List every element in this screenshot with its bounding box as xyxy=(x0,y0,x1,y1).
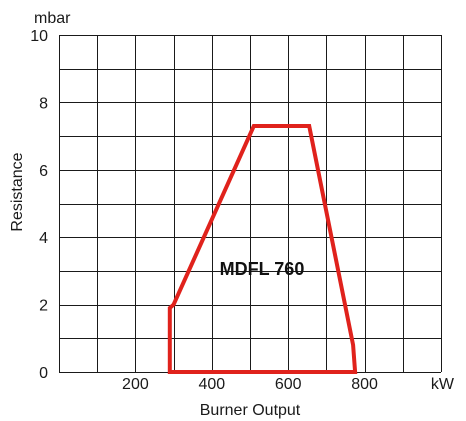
grid xyxy=(59,35,442,373)
x-tick-label: 800 xyxy=(351,376,378,393)
y-tick-label: 0 xyxy=(39,365,48,382)
model-annotation: MDFL 760 xyxy=(220,259,305,279)
y-tick-label: 6 xyxy=(39,163,48,180)
x-unit-label: kW xyxy=(431,376,455,393)
y-tick-label: 2 xyxy=(39,298,48,315)
x-tick-label: 600 xyxy=(275,376,302,393)
y-tick-label: 8 xyxy=(39,95,48,112)
x-tick-label: 200 xyxy=(122,376,149,393)
x-axis-title: Burner Output xyxy=(200,402,301,419)
y-axis-title: Resistance xyxy=(9,152,26,231)
series-layer xyxy=(167,124,358,374)
working-range-outline xyxy=(167,124,358,374)
y-tick-label: 10 xyxy=(30,28,48,45)
y-tick-labels: 0 2 4 6 8 10 xyxy=(30,28,48,382)
y-unit-label: mbar xyxy=(34,10,71,27)
x-tick-labels: 200 400 600 800 xyxy=(122,376,378,393)
y-tick-label: 4 xyxy=(39,230,48,247)
x-tick-label: 400 xyxy=(198,376,225,393)
